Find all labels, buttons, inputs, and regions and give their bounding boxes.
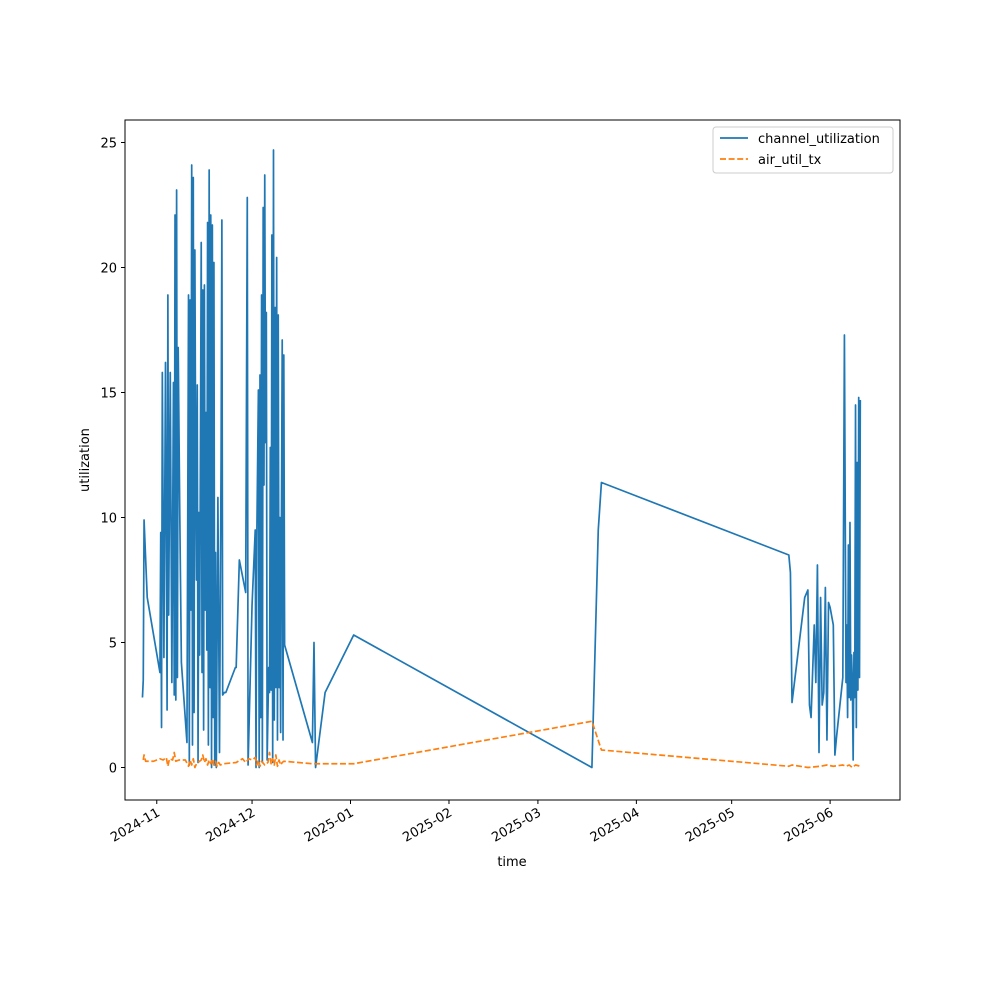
y-tick-label: 20: [100, 262, 117, 277]
y-tick-label: 5: [109, 637, 117, 652]
series-line-channel-utilization: [141, 149, 862, 769]
series-layer: [141, 149, 862, 769]
x-axis-label: time: [497, 855, 526, 870]
plot-frame: [124, 119, 901, 801]
y-tick-label: 15: [100, 387, 117, 402]
y-axis: 0 5 10 15 20 25: [100, 137, 125, 777]
y-tick-label: 25: [100, 137, 117, 152]
y-tick-label: 10: [100, 512, 117, 527]
y-axis-label: utilization: [78, 428, 93, 492]
series-line-air-util-tx: [142, 720, 861, 769]
y-tick-label: 0: [109, 762, 117, 777]
legend: channel_utilization air_util_tx: [712, 126, 894, 174]
legend-box: [712, 126, 894, 174]
legend-label-channel-utilization: channel_utilization: [758, 132, 880, 147]
legend-label-air-util-tx: air_util_tx: [758, 153, 822, 168]
